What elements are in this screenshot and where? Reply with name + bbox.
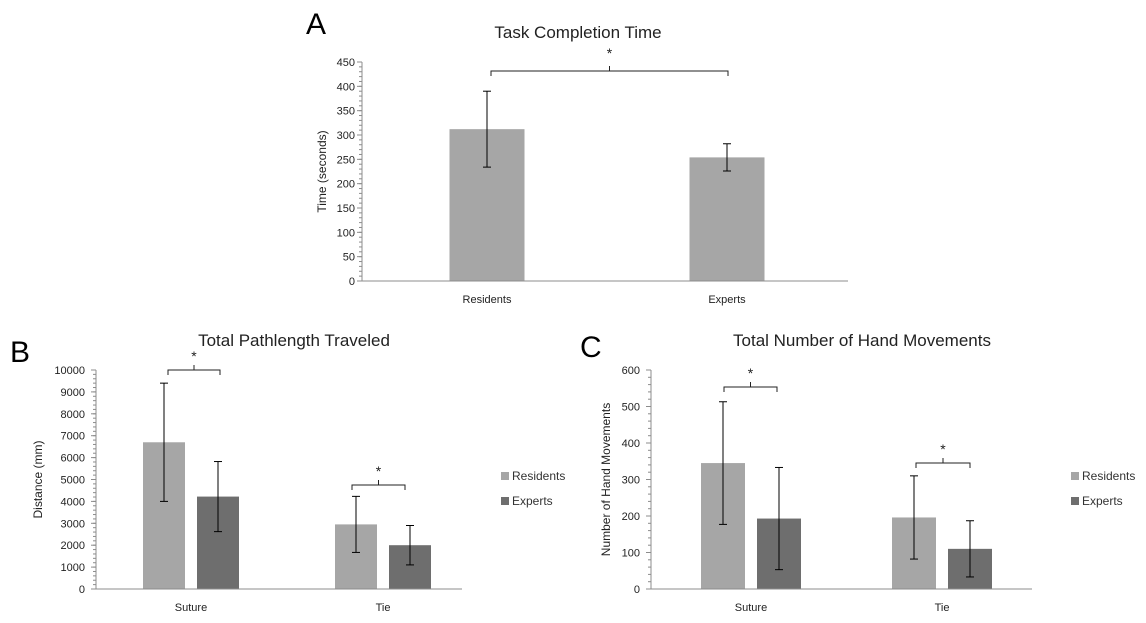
panel-c-legend-label-experts: Experts: [1082, 494, 1123, 508]
panel-b-significance-star: *: [376, 463, 382, 479]
panel-a-y-tick-label: 50: [343, 252, 355, 264]
panel-a-y-axis-label: Time (seconds): [315, 130, 329, 212]
panel-c-category-label-suture: Suture: [735, 602, 767, 614]
panel-c-y-tick-label: 500: [622, 402, 640, 414]
panel-letter-b: B: [10, 336, 30, 369]
panel-a-bar-experts: [689, 157, 765, 281]
panel-a-y-tick-label: 0: [349, 276, 355, 288]
panel-a-y-tick-label: 150: [337, 203, 355, 215]
panel-a-y-tick-label: 250: [337, 154, 355, 166]
panel-b-title: Total Pathlength Traveled: [198, 331, 390, 350]
panel-a-y-tick-label: 450: [337, 57, 355, 69]
panel-letter-c: C: [580, 331, 602, 364]
panel-c-y-tick-label: 200: [622, 511, 640, 523]
panel-b-y-tick-label: 8000: [61, 409, 85, 421]
panel-b-y-tick-label: 4000: [61, 496, 85, 508]
panel-a-significance-star: *: [607, 45, 613, 61]
panel-c-significance-star: *: [748, 365, 754, 381]
panel-a-significance-bracket: [490, 66, 729, 76]
panel-b-y-tick-label: 2000: [61, 540, 85, 552]
panel-b-y-tick-label: 1000: [61, 562, 85, 574]
panel-c-title: Total Number of Hand Movements: [733, 331, 991, 350]
panel-c-significance-bracket: [723, 382, 778, 392]
panel-c-y-tick-label: 600: [622, 365, 640, 377]
panel-b-y-tick-label: 10000: [54, 365, 85, 377]
panel-c-y-tick-label: 400: [622, 438, 640, 450]
panel-b-y-tick-label: 5000: [61, 475, 85, 487]
panel-c-y-tick-label: 0: [634, 584, 640, 596]
panel-b-legend-label-experts: Experts: [512, 494, 553, 508]
panel-c-y-axis-label: Number of Hand Movements: [599, 403, 613, 556]
panel-a-y-tick-label: 100: [337, 227, 355, 239]
panel-b-legend-swatch-residents: [501, 472, 509, 480]
panel-a-y-tick-label: 350: [337, 106, 355, 118]
panel-b-legend-label-residents: Residents: [512, 469, 565, 483]
panel-b-y-tick-label: 7000: [61, 431, 85, 443]
panel-b-category-label-suture: Suture: [175, 602, 207, 614]
panel-a-y-tick-label: 400: [337, 81, 355, 93]
panel-c-y-tick-label: 100: [622, 548, 640, 560]
panel-a-y-tick-label: 200: [337, 179, 355, 191]
panel-b-y-axis-label: Distance (mm): [31, 440, 45, 518]
panel-a-category-label-residents: Residents: [463, 294, 512, 306]
panel-c-legend-swatch-residents: [1071, 472, 1079, 480]
panel-b-y-tick-label: 3000: [61, 518, 85, 530]
panel-c-legend-swatch-experts: [1071, 497, 1079, 505]
panel-c-significance-bracket: [915, 458, 971, 468]
panel-a-title: Task Completion Time: [494, 23, 661, 42]
panel-b-y-tick-label: 0: [79, 584, 85, 596]
panel-b-significance-star: *: [191, 348, 197, 364]
panel-a-category-label-experts: Experts: [708, 294, 746, 306]
panel-b-legend-swatch-experts: [501, 497, 509, 505]
panel-a-y-tick-label: 300: [337, 130, 355, 142]
panel-b-significance-bracket: [351, 480, 406, 490]
panel-b-y-tick-label: 6000: [61, 453, 85, 465]
panel-c-y-tick-label: 300: [622, 475, 640, 487]
panel-b-category-label-tie: Tie: [376, 602, 391, 614]
panel-c-significance-star: *: [940, 441, 946, 457]
panel-b-significance-bracket: [167, 365, 221, 375]
panel-b-y-tick-label: 9000: [61, 387, 85, 399]
panel-c-category-label-tie: Tie: [935, 602, 950, 614]
panel-letter-a: A: [306, 8, 326, 41]
panel-c-legend-label-residents: Residents: [1082, 469, 1135, 483]
